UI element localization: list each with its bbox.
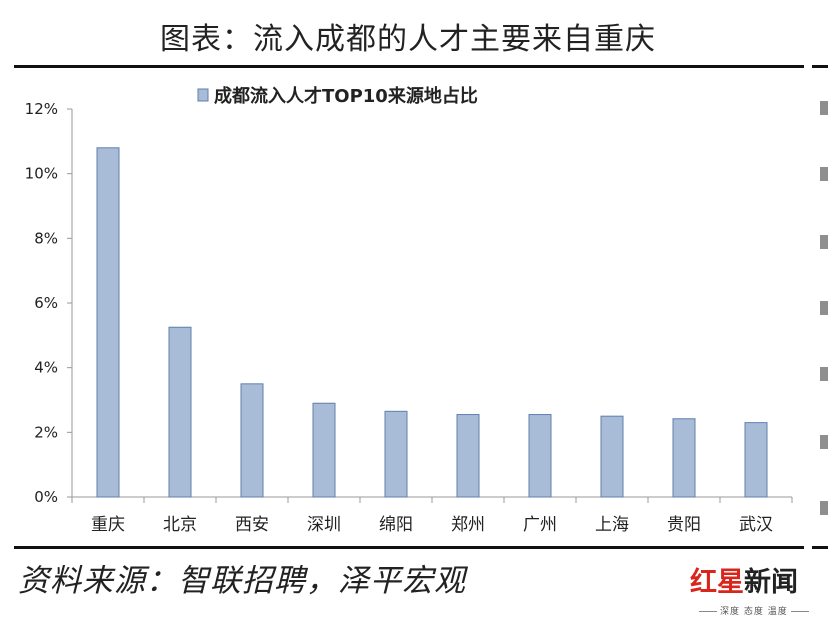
x-tick-label: 北京 bbox=[163, 515, 197, 535]
cropped-tick-label bbox=[820, 235, 828, 249]
bar bbox=[312, 402, 336, 498]
cropped-right-axis bbox=[820, 95, 828, 515]
page-title: 图表：流入成都的人才主要来自重庆 bbox=[160, 22, 656, 57]
y-axis: 0% 2% 4% 6% 8% 10% 12% bbox=[25, 100, 73, 506]
x-tick-label: 贵阳 bbox=[667, 515, 701, 535]
y-tick-label: 6% bbox=[34, 294, 58, 312]
bar bbox=[384, 410, 408, 498]
cropped-tick-label bbox=[820, 367, 828, 381]
bottom-rule bbox=[14, 546, 804, 549]
y-tick-label: 4% bbox=[34, 359, 58, 377]
bar-series bbox=[96, 147, 768, 498]
bar-chart: 成都流入人才TOP10来源地占比 0% 2% 4% 6% 8% 10% 12% 重庆 北京 西安… bbox=[25, 85, 793, 535]
x-tick-label: 广州 bbox=[523, 515, 557, 535]
x-axis: 重庆 北京 西安 深圳 绵阳 郑州 广州 上海 贵阳 武汉 bbox=[71, 496, 793, 535]
bar bbox=[672, 418, 696, 498]
bar bbox=[528, 414, 552, 498]
y-tick-label: 10% bbox=[25, 165, 58, 183]
x-tick-label: 武汉 bbox=[739, 515, 773, 535]
cropped-tick-label bbox=[820, 101, 828, 115]
cropped-tick-label bbox=[820, 435, 828, 449]
logo-char-news: 新闻 bbox=[744, 567, 798, 598]
cropped-tick-label bbox=[820, 167, 828, 181]
x-tick-label: 深圳 bbox=[307, 515, 341, 535]
bar bbox=[96, 147, 120, 498]
logo-char-red: 红 bbox=[690, 567, 717, 598]
legend-label: 成都流入人才TOP10来源地占比 bbox=[214, 85, 478, 107]
y-tick-label: 8% bbox=[34, 229, 58, 247]
bar bbox=[744, 422, 768, 498]
logo-char-star: 星 bbox=[717, 567, 744, 598]
top-rule bbox=[14, 65, 804, 68]
bar bbox=[168, 326, 192, 498]
logo-tagline: 深度 态度 温度 bbox=[696, 604, 812, 617]
y-tick-label: 2% bbox=[34, 423, 58, 441]
bar bbox=[456, 414, 480, 498]
x-tick-label: 重庆 bbox=[91, 515, 125, 535]
source-note: 资料来源：智联招聘，泽平宏观 bbox=[18, 563, 466, 599]
x-tick-label: 郑州 bbox=[451, 515, 485, 535]
bottom-rule-stub bbox=[812, 546, 828, 549]
chart-legend: 成都流入人才TOP10来源地占比 bbox=[197, 85, 478, 107]
logo-wordmark: 红星新闻 bbox=[690, 560, 798, 599]
x-tick-label: 西安 bbox=[235, 515, 269, 535]
legend-swatch bbox=[197, 88, 209, 102]
x-tick-label: 上海 bbox=[595, 515, 629, 535]
y-tick-label: 0% bbox=[34, 488, 58, 506]
top-rule-stub bbox=[812, 65, 828, 68]
bar bbox=[240, 383, 264, 498]
x-tick-label: 绵阳 bbox=[379, 515, 413, 535]
bar bbox=[600, 415, 624, 498]
cropped-tick-label bbox=[820, 301, 828, 315]
y-tick-label: 12% bbox=[25, 100, 58, 118]
publisher-logo: 红星新闻 深度 态度 温度 bbox=[690, 560, 820, 620]
cropped-tick-label bbox=[820, 501, 828, 515]
